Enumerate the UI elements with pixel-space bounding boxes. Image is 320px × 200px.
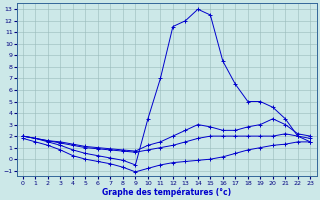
X-axis label: Graphe des températures (°c): Graphe des températures (°c) — [102, 187, 231, 197]
